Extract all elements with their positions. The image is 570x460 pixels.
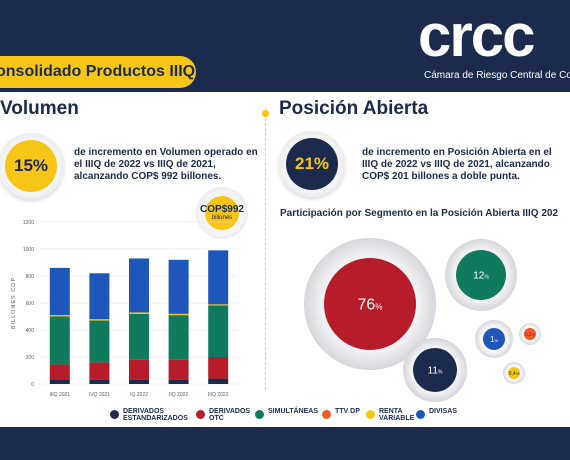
legend-label: DERIVADOS ESTANDARIZADOS [123, 408, 188, 422]
legend-swatch [255, 410, 264, 419]
legend-label: DERIVADOS OTC [209, 408, 251, 422]
page-title: onsolidado Productos IIIQ [0, 63, 196, 80]
bar-segment [49, 316, 70, 365]
y-tick-label: 800 [26, 274, 35, 280]
bar-segment [208, 378, 229, 384]
legend-item-renta-variable: RENTA VARIABLE [366, 408, 421, 422]
bar-segment [208, 304, 229, 306]
volumen-kpi-ring: 15% [0, 133, 64, 199]
y-tick-label: 400 [26, 328, 35, 334]
bubble-simult-neas [456, 250, 506, 300]
x-tick-label: IIIQ 2021 [50, 392, 71, 398]
legend-item-derivados-estandarizados: DERIVADOS ESTANDARIZADOS [110, 408, 201, 422]
section-divider [265, 108, 266, 390]
y-tick-label: 1200 [23, 220, 34, 226]
title-banner: onsolidado Productos IIIQ [0, 56, 196, 88]
volumen-kpi-value: 15% [5, 140, 57, 192]
posicion-title: Posición Abierta [279, 98, 429, 119]
bubble-value-label: 11% [428, 366, 443, 377]
bar-segment [49, 315, 70, 317]
bubble-derivados-otc [324, 258, 416, 350]
legend-swatch [322, 410, 331, 419]
bar-segment [129, 379, 149, 384]
x-tick-label: IIIQ 2022 [208, 392, 229, 398]
divider-dot [262, 110, 269, 117]
bubble-ttv-dp [524, 328, 536, 340]
volumen-kpi-text: de incremento en Volumen operado en el I… [74, 147, 258, 182]
bar-segment [208, 250, 229, 305]
legend-label: TTV DP [335, 408, 360, 415]
volumen-title: Volumen [0, 98, 79, 119]
bar-segment [129, 258, 149, 313]
crcc-logo: crcc [418, 2, 535, 69]
bar-segment [89, 319, 110, 321]
bar-segment [89, 379, 110, 384]
bar-segment [89, 273, 110, 320]
legend-swatch [366, 410, 375, 419]
x-tick-label: IIQ 2022 [169, 392, 188, 398]
bar-segment [168, 359, 189, 380]
bar-segment [129, 312, 149, 314]
participacion-bubble-chart: 76%12%11%1%0,2%0,4% [304, 238, 541, 402]
legend-label: DIVISAS [429, 408, 458, 415]
legend-item-derivados-otc: DERIVADOS OTC [196, 408, 251, 422]
bubble-divisas [483, 328, 505, 350]
bubble-renta-variable [508, 367, 520, 379]
bar-segment [49, 267, 70, 316]
posicion-kpi-text: de incremento en Posición Abierta en el … [362, 147, 552, 182]
posicion-kpi-value: 21% [286, 138, 338, 190]
y-axis-label: BILLONES COP [11, 277, 17, 329]
bar-segment [168, 259, 189, 314]
y-tick-label: 600 [26, 301, 35, 307]
bar-segment [168, 313, 189, 316]
x-tick-label: IVQ 2021 [89, 392, 110, 398]
y-tick-label: 1000 [23, 247, 34, 253]
bar-segment [168, 315, 189, 360]
bar-segment [89, 320, 110, 363]
bar-segment [168, 379, 189, 384]
x-tick-label: IQ 2022 [130, 392, 148, 398]
bar-segment [49, 379, 70, 384]
bubble-derivados-estandarizados [413, 348, 457, 392]
bubble-value-label: 0,4% [509, 371, 520, 377]
y-tick-label: 200 [26, 355, 35, 361]
legend-swatch [416, 410, 425, 419]
total-bubble-value: COP$992 [200, 203, 244, 215]
bar-segment [208, 357, 229, 379]
legend-label: RENTA VARIABLE [379, 408, 415, 422]
bar-segment [208, 305, 229, 306]
legend-swatch [196, 410, 205, 419]
total-bubble: COP$992 billones [200, 196, 244, 230]
bar-segment [89, 362, 110, 380]
legend-label: SIMULTÁNEAS [268, 408, 319, 415]
bar-segment [49, 364, 70, 380]
volumen-bar-chart: 0 200 400 600 800 1000 1200 BILLONES COP IIIQ 20… [11, 220, 238, 398]
footer-band [0, 427, 570, 460]
total-bubble-unit: billones [211, 214, 233, 221]
bar-segment [208, 305, 229, 357]
posicion-kpi-ring: 21% [279, 131, 345, 197]
bar-segment [129, 359, 149, 380]
header: onsolidado Productos IIIQ crcc Cámara de… [0, 0, 570, 92]
logo-subtitle: Cámara de Riesgo Central de Contrap [424, 70, 570, 81]
bubble-value-label: 12% [473, 271, 489, 282]
bubble-value-label: 1% [490, 335, 498, 344]
chart-legend: DERIVADOS ESTANDARIZADOS DERIVADOS OTC S… [110, 408, 570, 428]
legend-item-ttv-dp: TTV DP [322, 408, 369, 419]
legend-item-divisas: DIVISAS [416, 408, 469, 419]
y-tick-label: 0 [31, 382, 34, 388]
bar-segment [129, 313, 149, 360]
bubble-value-label: 0,2% [525, 332, 536, 338]
legend-item-simultaneas: SIMULTÁNEAS [255, 408, 328, 419]
participacion-title: Participación por Segmento en la Posició… [280, 208, 559, 219]
legend-swatch [110, 410, 119, 419]
